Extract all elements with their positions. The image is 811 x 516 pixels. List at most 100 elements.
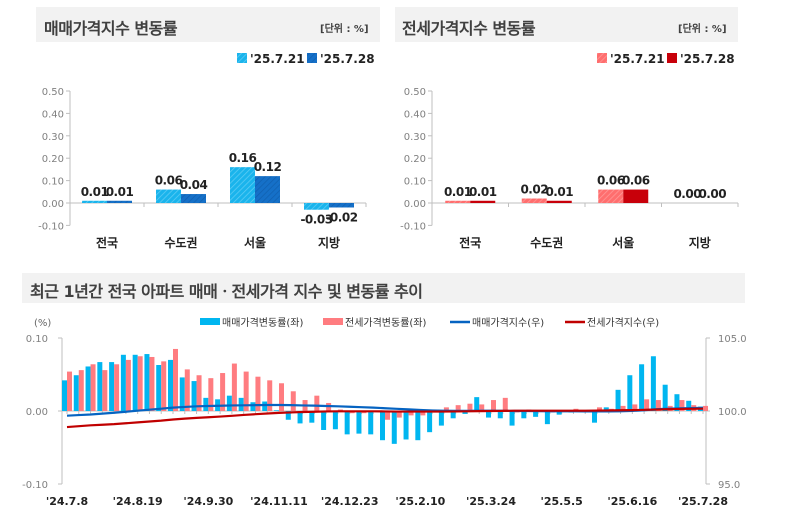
trend-panel-title: 최근 1년간 전국 아파트 매매ㆍ전세가격 지수 및 변동률 추이	[30, 282, 423, 301]
lease-change-bar	[243, 371, 249, 411]
sale-chart-data-label: 0.04	[180, 178, 208, 192]
lease-change-bar	[137, 356, 143, 411]
lease-chart-legend-swatch	[597, 53, 607, 63]
lease-chart-bar	[521, 198, 547, 203]
lease-panel-title: 전세가격지수 변동률	[402, 19, 536, 38]
sale-chart-data-label: 0.12	[254, 160, 282, 174]
sale-change-bar	[274, 410, 279, 411]
sale-change-bar	[686, 400, 692, 411]
sale-chart-ytick-label: 0.40	[42, 109, 64, 120]
lease-chart-data-label: 0.01	[469, 185, 497, 199]
sale-chart-ytick-label: 0.30	[42, 132, 64, 143]
lease-chart-ytick-label: 0.50	[404, 87, 426, 98]
sale-change-bar	[603, 407, 609, 411]
sale-chart-data-label: 0.01	[81, 185, 109, 199]
sale-change-bar	[97, 362, 103, 411]
sale-change-bar	[73, 375, 79, 411]
trend-y2tick-label: 100.0	[718, 407, 747, 418]
sale-change-bar	[203, 397, 209, 411]
lease-chart-data-label: 0.06	[597, 174, 625, 188]
lease-change-bar	[196, 375, 202, 411]
sale-change-bar	[497, 411, 503, 419]
sale-change-bar	[592, 411, 597, 423]
lease-change-bar	[78, 370, 84, 411]
trend-xtick-label: '25.2.10	[395, 495, 445, 508]
sale-change-bar	[486, 411, 491, 418]
sale-change-bar	[368, 411, 374, 435]
lease-chart-bar	[470, 200, 496, 203]
sale-chart-category-label: 수도권	[164, 236, 197, 250]
sale-change-bar	[62, 380, 67, 411]
sale-panel-title: 매매가격지수 변동률	[44, 19, 178, 38]
trend-legend-label: 전세가격변동률(좌)	[345, 316, 427, 329]
trend-legend-label: 전세가격지수(우)	[587, 316, 659, 329]
sale-chart-bar	[255, 176, 280, 203]
sale-change-bar	[344, 411, 350, 435]
lease-change-bar	[396, 411, 402, 418]
sale-chart-data-label: 0.16	[229, 151, 257, 165]
sale-panel-unit: [단위 : %]	[320, 24, 369, 35]
lease-chart-ytick-label: 0.30	[404, 132, 426, 143]
sale-change-bar	[403, 411, 409, 440]
sale-chart-legend-swatch	[237, 53, 247, 63]
sale-chart-legend-swatch	[307, 53, 317, 63]
sale-change-bar	[521, 411, 527, 419]
sale-change-bar	[544, 411, 550, 425]
sale-change-bar	[391, 411, 397, 444]
sale-change-bar	[556, 411, 562, 415]
lease-change-bar	[220, 373, 226, 411]
sale-chart-bar	[329, 203, 354, 208]
sale-chart-bar	[107, 200, 132, 203]
sale-chart-data-label: 0.06	[155, 174, 183, 188]
sale-chart-ytick-label: 0.50	[42, 87, 64, 98]
trend-xtick-label: '25.3.24	[466, 495, 516, 508]
lease-chart-bar	[445, 200, 471, 203]
lease-chart-data-label: 0.02	[520, 183, 548, 197]
lease-chart-data-label: 0.01	[444, 185, 472, 199]
sale-change-bar	[356, 411, 362, 434]
sale-chart-bar	[82, 200, 107, 203]
sale-change-bar	[674, 394, 680, 411]
sale-change-bar	[321, 411, 327, 430]
trend-legend-swatch	[323, 318, 343, 325]
lease-change-bar	[184, 369, 190, 411]
sale-chart-bar	[181, 194, 206, 203]
trend-legend-swatch	[200, 318, 220, 325]
lease-change-bar	[644, 399, 650, 411]
sale-chart-category-label: 전국	[96, 235, 118, 250]
sale-change-bar	[285, 411, 291, 420]
lease-change-bar	[90, 364, 96, 411]
lease-change-bar	[102, 370, 108, 411]
lease-change-bar	[255, 376, 261, 411]
sale-chart-ytick-label: 0.10	[42, 177, 64, 188]
lease-change-bar	[455, 405, 461, 411]
lease-change-bar	[655, 400, 661, 411]
sale-chart-category-label: 지방	[318, 235, 340, 250]
lease-change-bar	[125, 359, 131, 411]
sale-change-bar	[533, 411, 539, 417]
trend-ytick-label: -0.10	[22, 480, 48, 491]
lease-chart-ytick-label: -0.10	[400, 221, 426, 232]
trend-xtick-label: '25.6.16	[607, 495, 657, 508]
trend-y-axis-label: (%)	[34, 318, 51, 329]
lease-change-bar	[149, 356, 155, 411]
lease-chart-legend-label: '25.7.21	[610, 52, 665, 66]
lease-change-bar	[491, 400, 496, 411]
lease-change-bar	[290, 391, 296, 411]
trend-ytick-label: 0.00	[26, 407, 48, 418]
sale-change-bar	[168, 359, 173, 411]
sale-chart-category-label: 서울	[244, 235, 266, 250]
lease-change-bar	[420, 411, 426, 416]
lease-chart-category-label: 서울	[612, 235, 634, 250]
sale-chart-bar	[304, 203, 329, 210]
trend-xtick-label: '25.5.5	[540, 495, 582, 508]
lease-change-bar	[231, 363, 237, 411]
lease-chart-category-label: 수도권	[530, 236, 563, 250]
lease-change-bar	[67, 371, 72, 411]
sale-change-bar	[639, 364, 645, 411]
lease-change-bar	[502, 397, 508, 411]
trend-xtick-label: '25.7.28	[678, 495, 728, 508]
sale-panel-header	[36, 7, 380, 42]
